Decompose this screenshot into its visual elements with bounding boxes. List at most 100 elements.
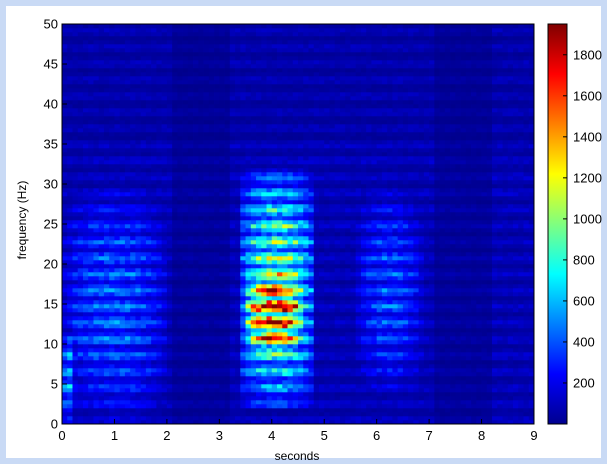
heatmap-cell bbox=[282, 36, 288, 41]
heatmap-cell bbox=[98, 92, 105, 97]
heatmap-cell bbox=[93, 196, 100, 201]
heatmap-cell bbox=[182, 176, 189, 181]
heatmap-cell bbox=[82, 404, 89, 409]
heatmap-cell bbox=[235, 156, 241, 161]
heatmap-cell bbox=[130, 312, 136, 317]
heatmap-cell bbox=[203, 84, 210, 89]
heatmap-cell bbox=[135, 96, 141, 101]
heatmap-cell bbox=[261, 292, 267, 297]
heatmap-cell bbox=[240, 348, 246, 353]
heatmap-cell bbox=[166, 232, 173, 237]
heatmap-cell bbox=[219, 192, 225, 197]
heatmap-cell bbox=[214, 136, 220, 141]
heatmap-cell bbox=[77, 216, 84, 221]
heatmap-cell bbox=[282, 168, 288, 173]
heatmap-cell bbox=[292, 412, 299, 417]
heatmap-cell bbox=[245, 244, 252, 249]
heatmap-cell bbox=[130, 136, 136, 141]
heatmap-cell bbox=[156, 416, 162, 421]
heatmap-cell bbox=[208, 76, 215, 81]
heatmap-cell bbox=[224, 168, 231, 173]
heatmap-cell bbox=[266, 28, 273, 33]
heatmap-cell bbox=[250, 388, 257, 393]
heatmap-cell bbox=[277, 220, 283, 225]
heatmap-cell bbox=[151, 24, 157, 29]
heatmap-cell bbox=[298, 136, 304, 141]
heatmap-cell bbox=[82, 168, 89, 173]
heatmap-cell bbox=[145, 376, 152, 381]
heatmap-cell bbox=[161, 204, 168, 209]
heatmap-cell bbox=[140, 244, 147, 249]
heatmap-cell bbox=[103, 272, 110, 277]
heatmap-cell bbox=[124, 52, 131, 57]
heatmap-cell bbox=[77, 116, 84, 121]
heatmap-cell bbox=[256, 328, 262, 333]
heatmap-cell bbox=[271, 356, 278, 361]
heatmap-cell bbox=[166, 172, 173, 177]
heatmap-cell bbox=[145, 160, 152, 165]
heatmap-cell bbox=[140, 200, 147, 205]
heatmap-cell bbox=[182, 140, 189, 145]
heatmap-cell bbox=[224, 116, 231, 121]
heatmap-cell bbox=[193, 192, 199, 197]
heatmap-cell bbox=[308, 232, 315, 237]
heatmap-cell bbox=[166, 228, 173, 233]
heatmap-cell bbox=[124, 308, 131, 313]
heatmap-cell bbox=[277, 280, 283, 285]
heatmap-cell bbox=[229, 56, 236, 61]
heatmap-cell bbox=[277, 308, 283, 313]
heatmap-cell bbox=[145, 188, 152, 193]
heatmap-cell bbox=[114, 220, 120, 225]
heatmap-cell bbox=[198, 380, 204, 385]
heatmap-cell bbox=[303, 188, 309, 193]
heatmap-cell bbox=[208, 112, 215, 117]
heatmap-cell bbox=[282, 284, 288, 289]
heatmap-cell bbox=[156, 264, 162, 269]
heatmap-cell bbox=[245, 320, 252, 325]
heatmap-cell bbox=[93, 236, 100, 241]
heatmap-cell bbox=[177, 52, 183, 57]
heatmap-cell bbox=[308, 48, 315, 53]
heatmap-cell bbox=[245, 132, 252, 137]
heatmap-cell bbox=[88, 332, 94, 337]
heatmap-cell bbox=[282, 88, 288, 93]
heatmap-cell bbox=[161, 80, 168, 85]
heatmap-cell bbox=[77, 60, 84, 65]
heatmap-cell bbox=[156, 68, 162, 73]
heatmap-cell bbox=[145, 412, 152, 417]
heatmap-cell bbox=[235, 308, 241, 313]
heatmap-cell bbox=[77, 212, 84, 217]
heatmap-cell bbox=[82, 396, 89, 401]
heatmap-cell bbox=[198, 192, 204, 197]
heatmap-cell bbox=[256, 240, 262, 245]
heatmap-cell bbox=[224, 180, 231, 185]
heatmap-cell bbox=[219, 152, 225, 157]
heatmap-cell bbox=[277, 28, 283, 33]
heatmap-cell bbox=[93, 68, 100, 73]
heatmap-cell bbox=[193, 320, 199, 325]
heatmap-cell bbox=[193, 132, 199, 137]
heatmap-cell bbox=[182, 212, 189, 217]
heatmap-cell bbox=[271, 164, 278, 169]
heatmap-cell bbox=[62, 356, 68, 361]
heatmap-cell bbox=[187, 88, 194, 93]
heatmap-cell bbox=[93, 328, 100, 333]
heatmap-cell bbox=[77, 144, 84, 149]
heatmap-cell bbox=[229, 344, 236, 349]
heatmap-cell bbox=[119, 404, 126, 409]
heatmap-cell bbox=[313, 236, 320, 241]
heatmap-cell bbox=[277, 196, 283, 201]
heatmap-cell bbox=[177, 44, 183, 49]
heatmap-cell bbox=[130, 72, 136, 77]
heatmap-cell bbox=[88, 136, 94, 141]
heatmap-cell bbox=[72, 196, 79, 201]
heatmap-cell bbox=[161, 24, 168, 29]
heatmap-cell bbox=[292, 336, 299, 341]
heatmap-cell bbox=[130, 324, 136, 329]
heatmap-cell bbox=[277, 172, 283, 177]
heatmap-cell bbox=[93, 160, 100, 165]
heatmap-cell bbox=[208, 264, 215, 269]
heatmap-cell bbox=[256, 184, 262, 189]
heatmap-cell bbox=[103, 268, 110, 273]
heatmap-cell bbox=[219, 224, 225, 229]
